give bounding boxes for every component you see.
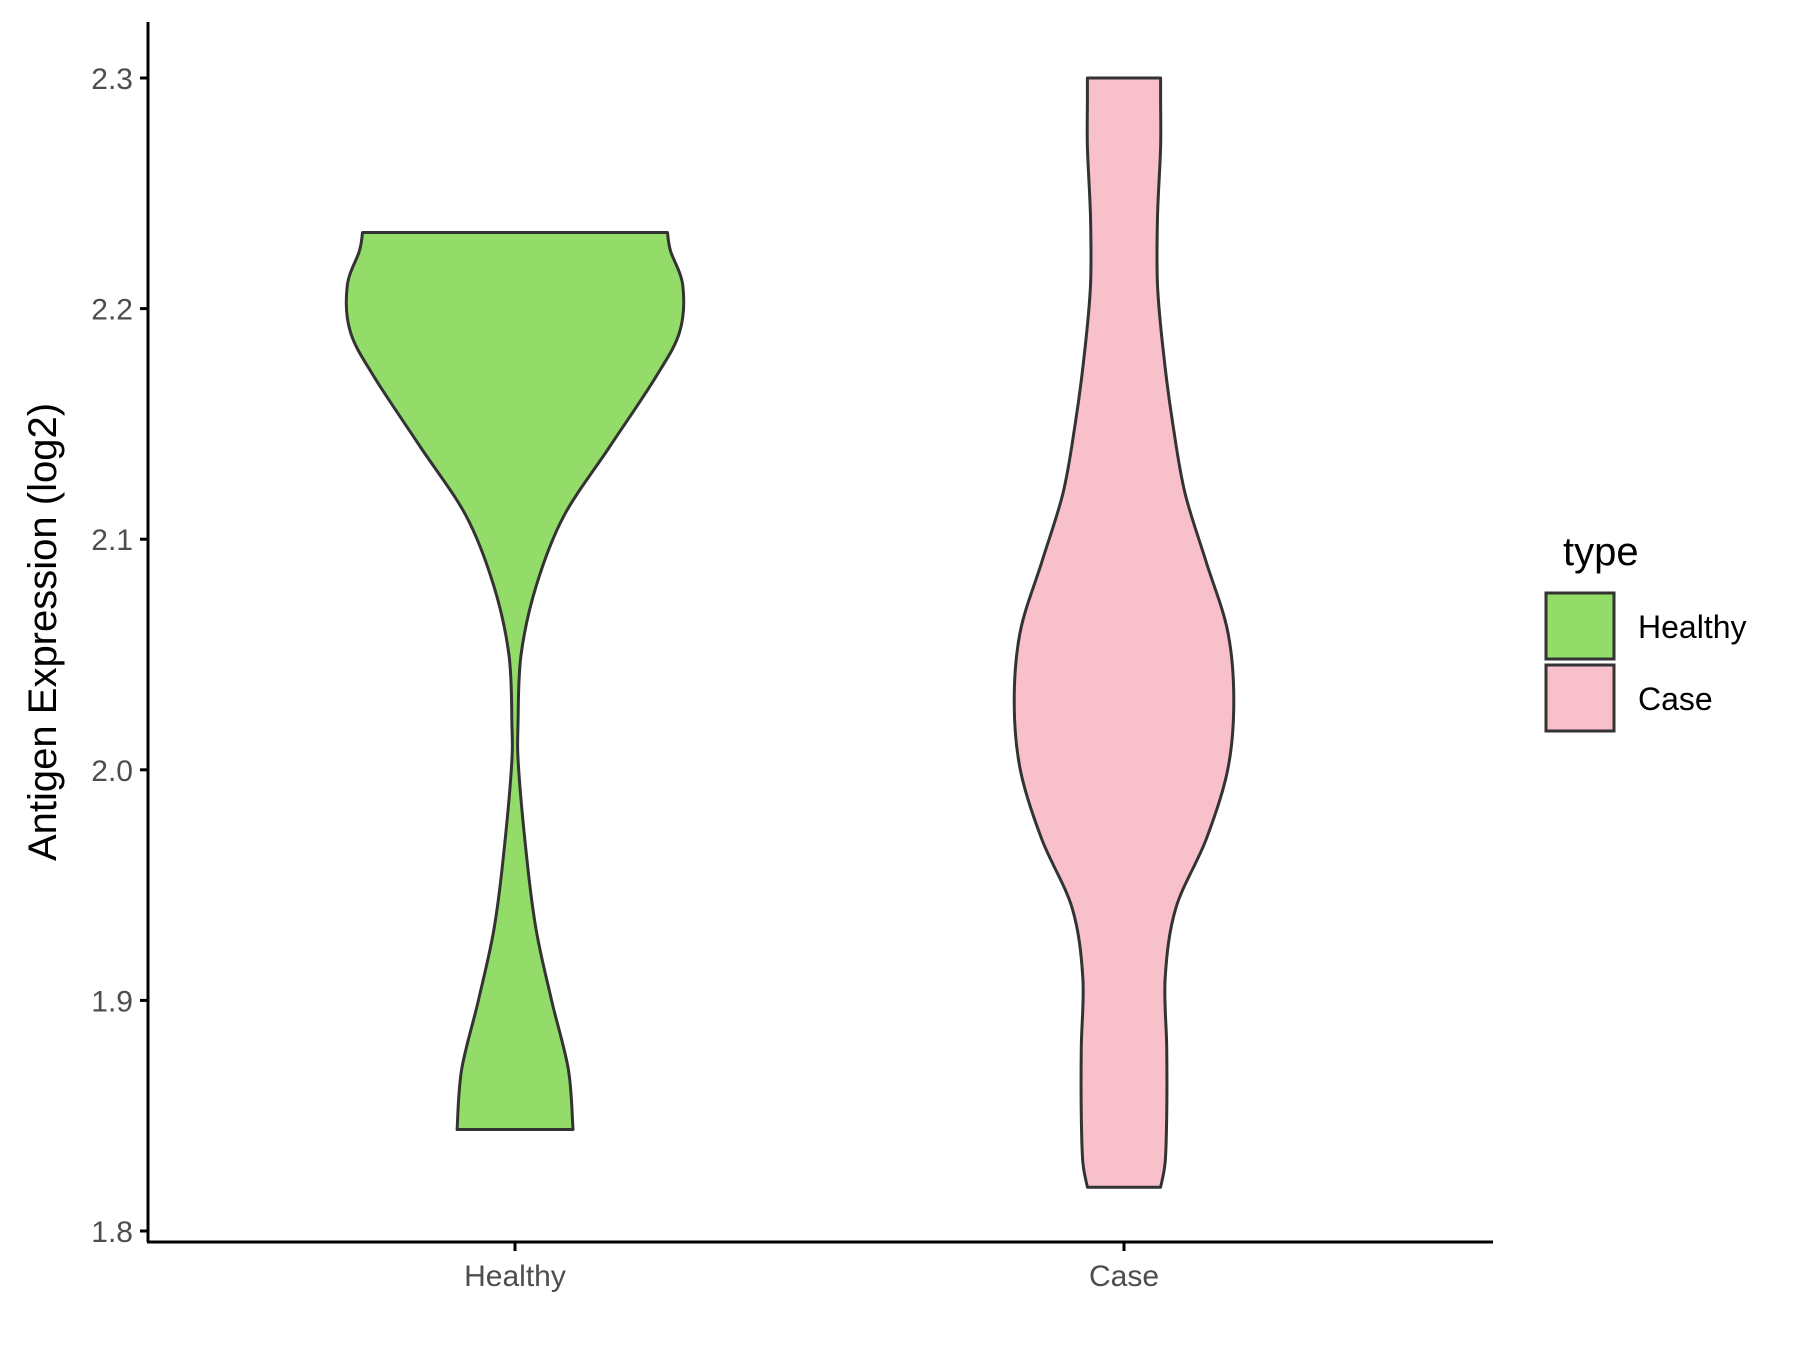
violin-case [1012, 76, 1236, 1189]
legend-title: type [1563, 530, 1639, 574]
violins-group [344, 76, 1236, 1189]
y-tick-label: 2.1 [91, 524, 133, 557]
legend-key-healthy [1544, 591, 1616, 661]
legend: type Healthy Case [1544, 530, 1747, 733]
legend-label: Case [1638, 681, 1713, 717]
y-tick-label: 1.9 [91, 985, 133, 1018]
legend-key-case [1544, 663, 1616, 733]
y-axis-ticks: 1.8 1.9 2.0 2.1 2.2 2.3 [91, 63, 148, 1249]
y-axis-title: Antigen Expression (log2) [21, 403, 65, 861]
violin-healthy [344, 231, 686, 1131]
x-tick-label: Case [1089, 1260, 1159, 1293]
legend-label: Healthy [1638, 609, 1747, 645]
x-tick-label: Healthy [464, 1260, 566, 1293]
y-tick-label: 1.8 [91, 1216, 133, 1249]
y-tick-label: 2.0 [91, 755, 133, 788]
y-tick-label: 2.2 [91, 294, 133, 327]
x-axis-ticks: Healthy Case [464, 1242, 1159, 1293]
legend-items: Healthy Case [1544, 591, 1747, 733]
y-tick-label: 2.3 [91, 63, 133, 96]
